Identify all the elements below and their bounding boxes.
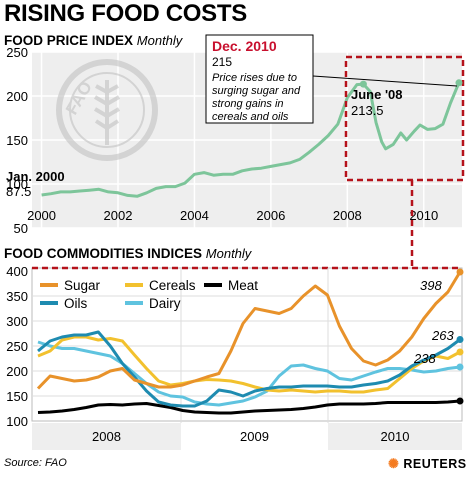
food-price-index-title: FOOD PRICE INDEX Monthly bbox=[4, 33, 182, 48]
callout-box bbox=[205, 34, 314, 124]
note-line: surging sugar and bbox=[212, 85, 301, 97]
end-point-cereals bbox=[456, 348, 464, 356]
y-tick-label: 300 bbox=[6, 314, 28, 329]
x-tick-label: 2000 bbox=[27, 208, 56, 223]
year-band bbox=[32, 423, 181, 450]
june-08-value: 213.5 bbox=[351, 103, 384, 118]
y-tick-label: 150 bbox=[6, 389, 28, 404]
note-line: cereals and oils bbox=[212, 111, 289, 123]
y-tick-label: 100 bbox=[6, 177, 28, 192]
series-line-oils bbox=[37, 330, 461, 408]
end-point-oils bbox=[456, 336, 464, 343]
food-price-index-subheading: Monthly bbox=[136, 33, 183, 48]
value-label-oils: 263 bbox=[431, 328, 454, 343]
x-tick-label: 2010 bbox=[381, 429, 410, 444]
dec-2010-callout: Dec. 2010 215 Price rises due to surging … bbox=[205, 34, 458, 124]
food-price-index-grid bbox=[32, 51, 462, 229]
commodities-title: FOOD COMMODITIES INDICES Monthly bbox=[4, 246, 251, 261]
y-tick-label: 400 bbox=[6, 264, 28, 279]
y-tick-label: 250 bbox=[6, 339, 28, 354]
end-point-sugar bbox=[456, 268, 464, 276]
reuters-wordmark: REUTERS bbox=[403, 457, 467, 471]
x-tick-label: 2004 bbox=[180, 208, 209, 223]
note-line: Price rises due to bbox=[212, 72, 297, 84]
y-tick-label: 50 bbox=[14, 221, 28, 236]
june-08-label: June '08 bbox=[351, 87, 403, 102]
dec-2010-note: Price rises due to surging sugar and stron… bbox=[212, 72, 301, 123]
end-point-meat bbox=[456, 397, 464, 405]
june-08-point bbox=[359, 80, 367, 88]
commodities-subheading: Monthly bbox=[205, 246, 252, 261]
series-line-dairy bbox=[37, 340, 461, 407]
food-price-index-heading: FOOD PRICE INDEX bbox=[4, 33, 134, 48]
value-label-sugar: 398 bbox=[420, 278, 442, 293]
note-line: strong gains in bbox=[212, 98, 284, 110]
y-tick-label: 100 bbox=[6, 414, 28, 429]
y-tick-label: 250 bbox=[6, 45, 28, 60]
legend-label-sugar: Sugar bbox=[64, 278, 101, 293]
commodities-legend: Sugar Cereals Meat Oils Dairy bbox=[40, 278, 258, 311]
series-line-cereals bbox=[37, 335, 461, 394]
x-tick-label: 2008 bbox=[92, 429, 121, 444]
x-tick-label: 2002 bbox=[104, 208, 133, 223]
series-line-meat bbox=[37, 399, 461, 415]
legend-label-cereals: Cereals bbox=[149, 278, 196, 293]
page-title: RISING FOOD COSTS bbox=[4, 0, 247, 27]
food-price-index-series-line bbox=[41, 82, 461, 198]
y-tick-label: 200 bbox=[6, 89, 28, 104]
dec-2010-label: Dec. 2010 bbox=[212, 38, 277, 54]
reuters-logo: ✺ REUTERS bbox=[388, 456, 467, 472]
legend-label-meat: Meat bbox=[228, 278, 258, 293]
y-tick-label: 150 bbox=[6, 133, 28, 148]
value-label-cereals: 238 bbox=[413, 351, 436, 366]
jan-2000-label: Jan. 2000 bbox=[6, 169, 65, 184]
commodities-series bbox=[36, 268, 464, 415]
year-band bbox=[181, 423, 328, 450]
commodities-axes: 100 150 200 250 300 350 400 2008 2009 2010 bbox=[6, 264, 462, 450]
y-tick-label: 200 bbox=[6, 364, 28, 379]
year-band bbox=[328, 423, 462, 450]
food-price-index-axes: 50 100 150 200 250 2000 2002 2004 2006 2008 2010 bbox=[6, 45, 438, 236]
legend-label-oils: Oils bbox=[64, 296, 87, 311]
reuters-dots-icon: ✺ bbox=[388, 456, 400, 471]
dec-2010-point bbox=[455, 79, 463, 87]
legend-label-dairy: Dairy bbox=[149, 296, 181, 311]
end-point-dairy bbox=[456, 363, 464, 371]
source-note: Source: FAO bbox=[4, 457, 67, 469]
callout-pointer bbox=[312, 75, 458, 87]
x-tick-label: 2006 bbox=[256, 208, 285, 223]
jan-2000-value: 87.5 bbox=[6, 184, 31, 199]
x-tick-label: 2010 bbox=[409, 208, 438, 223]
commodities-heading: FOOD COMMODITIES INDICES bbox=[4, 246, 203, 261]
dec-2010-value: 215 bbox=[212, 55, 232, 69]
x-tick-label: 2009 bbox=[240, 429, 269, 444]
commodities-value-labels: 398 263 238 bbox=[413, 278, 454, 366]
x-tick-label: 2008 bbox=[333, 208, 362, 223]
y-tick-label: 350 bbox=[6, 289, 28, 304]
series-line-sugar bbox=[36, 271, 462, 390]
